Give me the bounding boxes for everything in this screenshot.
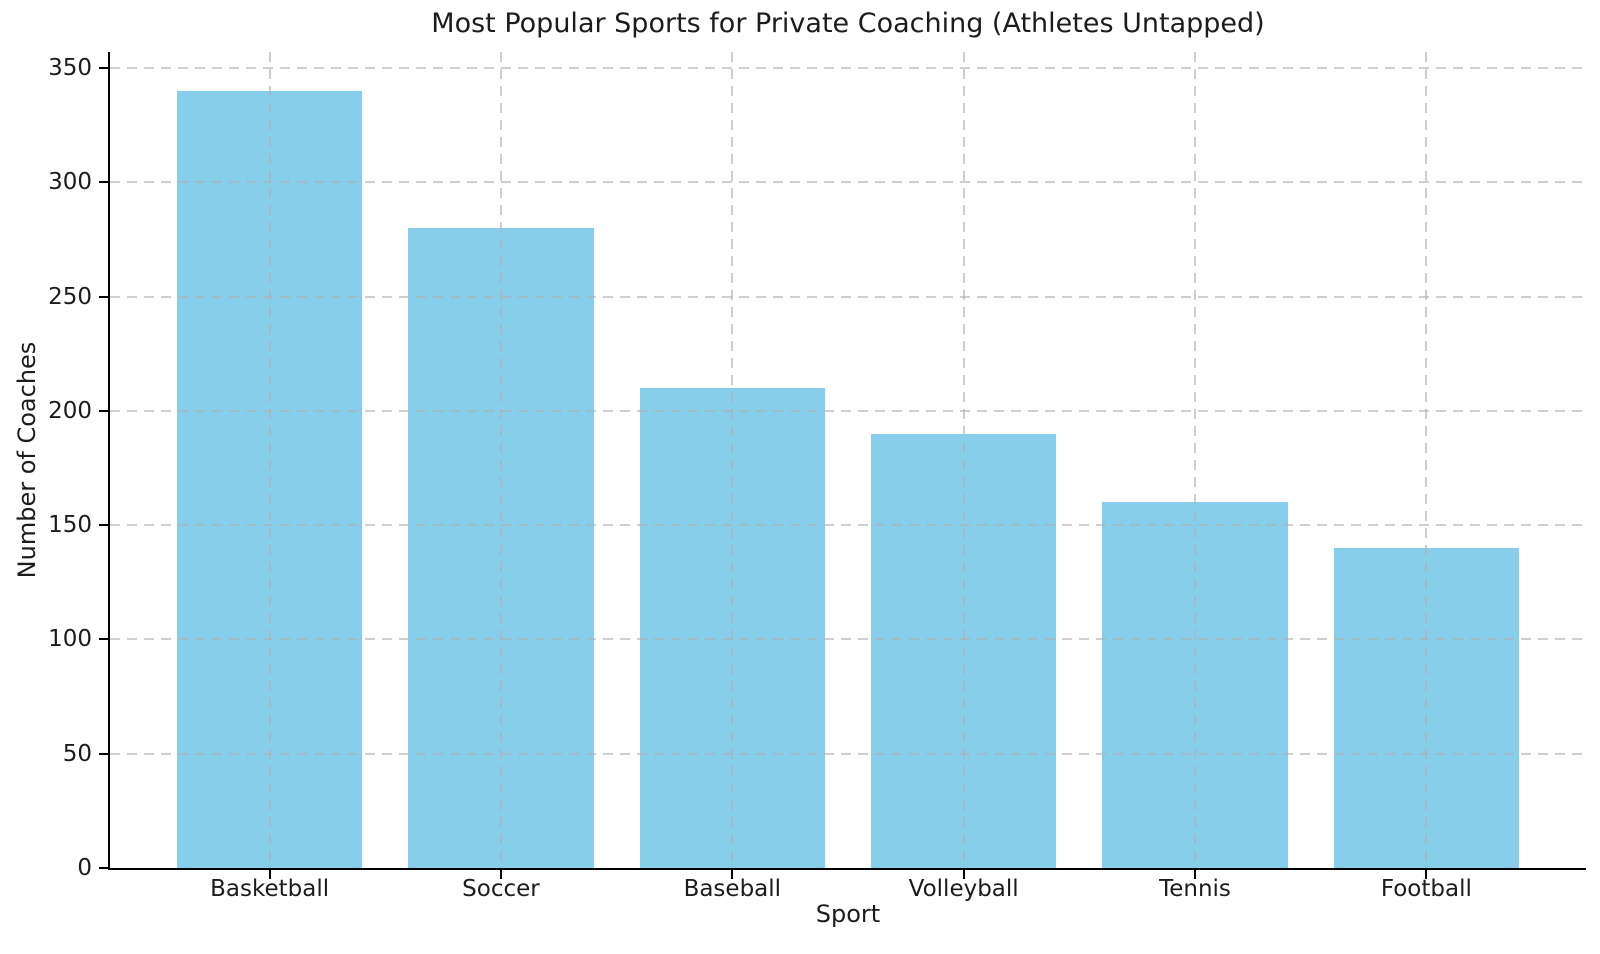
x-tick-mark-baseball <box>731 870 734 879</box>
x-tick-mark-tennis <box>1194 870 1197 879</box>
gridline-h-300 <box>110 181 1586 184</box>
gridline-v-volleyball <box>962 52 965 868</box>
gridline-h-100 <box>110 638 1586 641</box>
y-tick-mark-0 <box>99 867 108 869</box>
x-tick-label-tennis: Tennis <box>1159 876 1231 902</box>
y-tick-mark-350 <box>99 67 108 69</box>
x-axis-label: Sport <box>815 900 881 928</box>
y-tick-mark-300 <box>99 181 108 184</box>
gridline-v-soccer <box>499 52 502 868</box>
y-tick-mark-250 <box>99 295 108 298</box>
y-tick-label-250: 250 <box>48 283 92 310</box>
y-tick-label-0: 0 <box>77 855 92 881</box>
x-tick-mark-basketball <box>268 870 271 879</box>
y-axis-label: Number of Coaches <box>13 341 41 579</box>
gridline-v-baseball <box>731 52 734 868</box>
gridline-v-tennis <box>1194 52 1197 868</box>
x-tick-label-baseball: Baseball <box>683 876 782 902</box>
x-tick-mark-volleyball <box>962 870 965 879</box>
x-tick-label-football: Football <box>1380 876 1472 902</box>
gridline-v-basketball <box>268 52 271 868</box>
y-tick-label-100: 100 <box>48 626 92 653</box>
x-tick-label-volleyball: Volleyball <box>908 876 1019 902</box>
gridline-v-football <box>1425 52 1428 868</box>
y-tick-label-150: 150 <box>48 512 92 539</box>
y-tick-label-300: 300 <box>48 169 92 196</box>
x-tick-label-basketball: Basketball <box>210 876 330 902</box>
gridline-h-350 <box>110 67 1586 69</box>
y-tick-mark-100 <box>99 638 108 641</box>
x-tick-mark-soccer <box>499 870 502 879</box>
gridline-h-50 <box>110 752 1586 755</box>
y-tick-mark-200 <box>99 409 108 412</box>
gridline-h-200 <box>110 409 1586 412</box>
chart-title: Most Popular Sports for Private Coaching… <box>431 8 1265 39</box>
x-axis-spine <box>108 868 1586 870</box>
y-tick-mark-50 <box>99 752 108 755</box>
y-axis-spine <box>108 52 110 870</box>
y-tick-label-350: 350 <box>48 55 92 81</box>
y-tick-label-50: 50 <box>62 740 92 767</box>
y-tick-label-200: 200 <box>48 397 92 424</box>
x-tick-mark-football <box>1425 870 1428 879</box>
gridline-h-150 <box>110 524 1586 527</box>
y-tick-mark-150 <box>99 524 108 527</box>
x-tick-label-soccer: Soccer <box>462 876 540 902</box>
gridline-h-250 <box>110 295 1586 298</box>
